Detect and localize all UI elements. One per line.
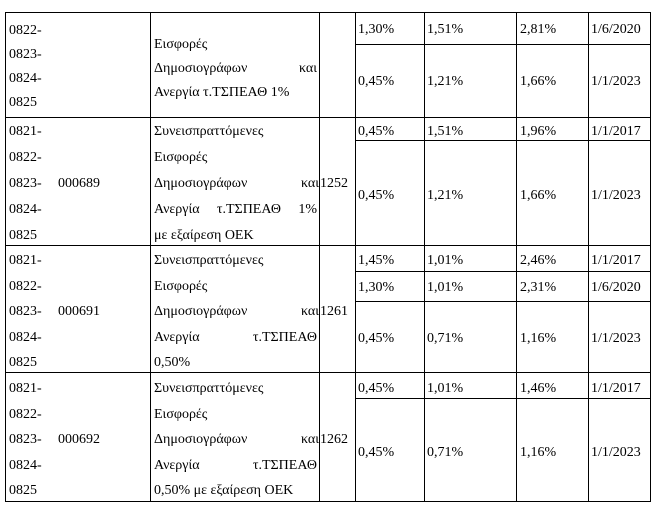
rate-b-cell: 1,01% xyxy=(427,381,464,396)
code-line: 0825 xyxy=(9,228,37,243)
effective-date-cell: 1/1/2017 xyxy=(591,253,641,268)
code-line: 0824- xyxy=(9,330,42,345)
description-line: με εξαίρεση ΟΕΚ xyxy=(154,228,254,243)
rate-total-cell: 1,16% xyxy=(520,331,557,346)
code-line: 0823- xyxy=(9,47,42,62)
description-line: Εισφορές xyxy=(154,279,208,294)
description-line: Συνεισπραττόμενες xyxy=(154,381,264,396)
rate-b-cell: 1,51% xyxy=(427,22,464,37)
rate-a-cell: 0,45% xyxy=(358,445,395,460)
rate-b-cell: 1,21% xyxy=(427,188,464,203)
effective-date-cell: 1/6/2020 xyxy=(591,22,641,37)
rate-b-cell: 0,71% xyxy=(427,331,464,346)
code-id: 000691 xyxy=(58,304,100,319)
rate-total-cell: 2,31% xyxy=(520,280,557,295)
code-line: 0823- xyxy=(9,432,42,447)
effective-date-cell: 1/1/2023 xyxy=(591,445,641,460)
rate-total-cell: 2,81% xyxy=(520,22,557,37)
rate-b-cell: 1,51% xyxy=(427,124,464,139)
description-line: Δημοσιογράφων και xyxy=(154,304,319,319)
rate-total-cell: 1,66% xyxy=(520,74,557,89)
code-line: 0821- xyxy=(9,381,42,396)
code-line: 0824- xyxy=(9,202,42,217)
rate-a-cell: 0,45% xyxy=(358,188,395,203)
number-cell: 1261 xyxy=(320,304,348,319)
description-line: Εισφορές xyxy=(154,407,208,422)
rate-b-cell: 1,01% xyxy=(427,280,464,295)
effective-date-cell: 1/1/2017 xyxy=(591,381,641,396)
rate-a-cell: 1,30% xyxy=(358,280,395,295)
description-line: Εισφορές xyxy=(154,150,208,165)
code-id: 000689 xyxy=(58,176,100,191)
rate-total-cell: 1,66% xyxy=(520,188,557,203)
description-line: 0,50% xyxy=(154,355,191,370)
rate-a-cell: 0,45% xyxy=(358,124,395,139)
description-line: Ανεργία τ.ΤΣΠΕΑΘ xyxy=(154,330,317,345)
code-line: 0824- xyxy=(9,71,42,86)
rate-a-cell: 0,45% xyxy=(358,381,395,396)
description-line: Ανεργία τ.ΤΣΠΕΑΘ xyxy=(154,458,317,473)
effective-date-cell: 1/1/2023 xyxy=(591,188,641,203)
rate-a-cell: 0,45% xyxy=(358,331,395,346)
code-line: 0822- xyxy=(9,279,42,294)
description-line: 0,50% με εξαίρεση ΟΕΚ xyxy=(154,483,294,498)
code-line: 0822- xyxy=(9,23,42,38)
effective-date-cell: 1/6/2020 xyxy=(591,280,641,295)
rate-total-cell: 1,16% xyxy=(520,445,557,460)
rate-total-cell: 1,46% xyxy=(520,381,557,396)
rate-a-cell: 1,30% xyxy=(358,22,395,37)
code-line: 0822- xyxy=(9,150,42,165)
rate-b-cell: 1,21% xyxy=(427,74,464,89)
rate-total-cell: 1,96% xyxy=(520,124,557,139)
effective-date-cell: 1/1/2017 xyxy=(591,124,641,139)
code-id: 000692 xyxy=(58,432,100,447)
description-line: Εισφορές xyxy=(154,37,208,52)
description-line: Συνεισπραττόμενες xyxy=(154,253,264,268)
code-line: 0823- xyxy=(9,304,42,319)
code-line: 0825 xyxy=(9,483,37,498)
code-line: 0823- xyxy=(9,176,42,191)
rate-a-cell: 0,45% xyxy=(358,74,395,89)
description-line: Ανεργία τ.ΤΣΠΕΑΘ 1% xyxy=(154,85,290,100)
code-line: 0824- xyxy=(9,458,42,473)
code-line: 0825 xyxy=(9,95,37,110)
rate-a-cell: 1,45% xyxy=(358,253,395,268)
description-line: Δημοσιογράφων και xyxy=(154,432,319,447)
description-line: Συνεισπραττόμενες xyxy=(154,124,264,139)
rate-total-cell: 2,46% xyxy=(520,253,557,268)
rate-b-cell: 1,01% xyxy=(427,253,464,268)
code-line: 0822- xyxy=(9,407,42,422)
number-cell: 1262 xyxy=(320,432,348,447)
code-line: 0821- xyxy=(9,253,42,268)
code-line: 0825 xyxy=(9,355,37,370)
description-line: Δημοσιογράφων και xyxy=(154,176,319,191)
effective-date-cell: 1/1/2023 xyxy=(591,331,641,346)
effective-date-cell: 1/1/2023 xyxy=(591,74,641,89)
rate-b-cell: 0,71% xyxy=(427,445,464,460)
number-cell: 1252 xyxy=(320,176,348,191)
description-line: Δημοσιογράφων και xyxy=(154,61,317,76)
code-line: 0821- xyxy=(9,124,42,139)
description-line: Ανεργία τ.ΤΣΠΕΑΘ 1% xyxy=(154,202,317,217)
